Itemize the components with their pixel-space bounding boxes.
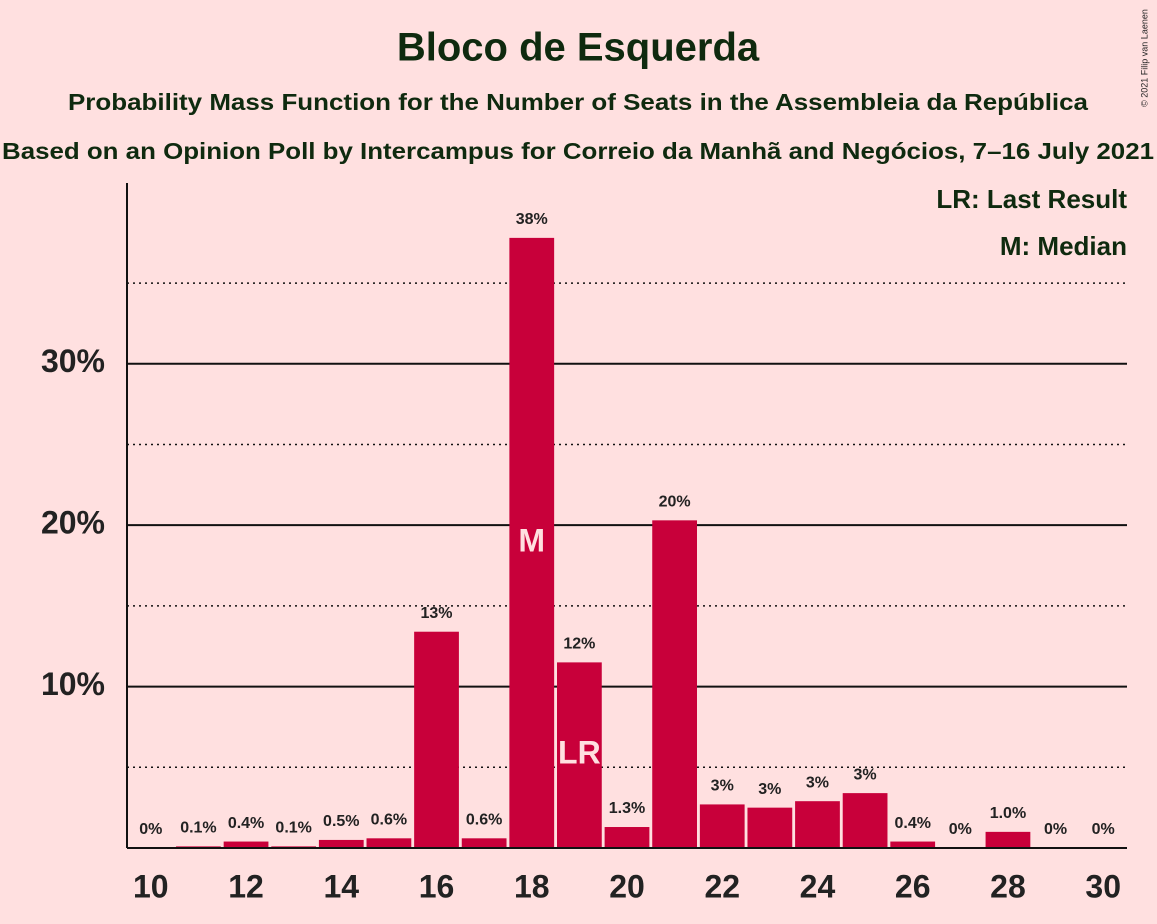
chart-title: Bloco de Esquerda [397,26,760,70]
data-label: 1.0% [990,805,1026,822]
data-label: 0% [139,821,162,838]
data-label: 0.6% [371,812,407,829]
data-label: 12% [563,636,595,653]
x-tick-label: 26 [895,868,931,904]
annotation: M [518,522,545,558]
bar [985,831,1031,848]
bar [604,827,650,848]
annotation: LR [558,735,601,771]
x-tick-label: 14 [323,868,359,904]
data-label: 0.6% [466,812,502,829]
x-tick-label: 18 [514,868,550,904]
legend-entry: M: Median [1000,231,1127,261]
data-label: 3% [806,774,829,791]
data-label: 0% [1044,821,1067,838]
copyright: © 2021 Filip van Laenen [1139,9,1149,107]
chart-subtitle: Based on an Opinion Poll by Intercampus … [2,138,1154,164]
data-label: 38% [516,211,548,228]
bar [366,838,412,848]
data-label: 3% [854,766,877,783]
x-tick-label: 22 [704,868,740,904]
y-tick-label: 20% [41,505,105,541]
bar [223,841,269,848]
x-tick-label: 20 [609,868,645,904]
bar [509,237,555,848]
x-tick-label: 24 [800,868,836,904]
data-label: 0.1% [275,820,311,837]
bar [414,631,459,848]
data-label: 1.3% [609,800,645,817]
data-label: 20% [659,494,691,511]
bar [747,807,793,848]
data-label: 0% [949,821,972,838]
bar [652,520,697,848]
bar [890,841,936,848]
bar [461,838,507,848]
y-tick-label: 10% [41,666,105,702]
bar [699,804,745,848]
bar [318,839,364,848]
chart-subtitle: Probability Mass Function for the Number… [68,89,1088,115]
legend-entry: LR: Last Result [936,184,1127,214]
x-tick-label: 28 [990,868,1026,904]
bar [795,801,840,848]
y-tick-label: 30% [41,343,105,379]
data-label: 0.4% [228,815,264,832]
data-label: 13% [421,605,453,622]
x-tick-label: 30 [1085,868,1121,904]
bar [557,662,602,848]
bar [842,793,888,848]
data-label: 0.4% [894,815,930,832]
data-label: 3% [758,781,781,798]
data-label: 3% [711,778,734,795]
x-tick-label: 16 [419,868,455,904]
data-label: 0.5% [323,813,359,830]
data-label: 0.1% [180,820,216,837]
x-tick-label: 12 [228,868,264,904]
data-label: 0% [1092,821,1115,838]
x-tick-label: 10 [133,868,169,904]
